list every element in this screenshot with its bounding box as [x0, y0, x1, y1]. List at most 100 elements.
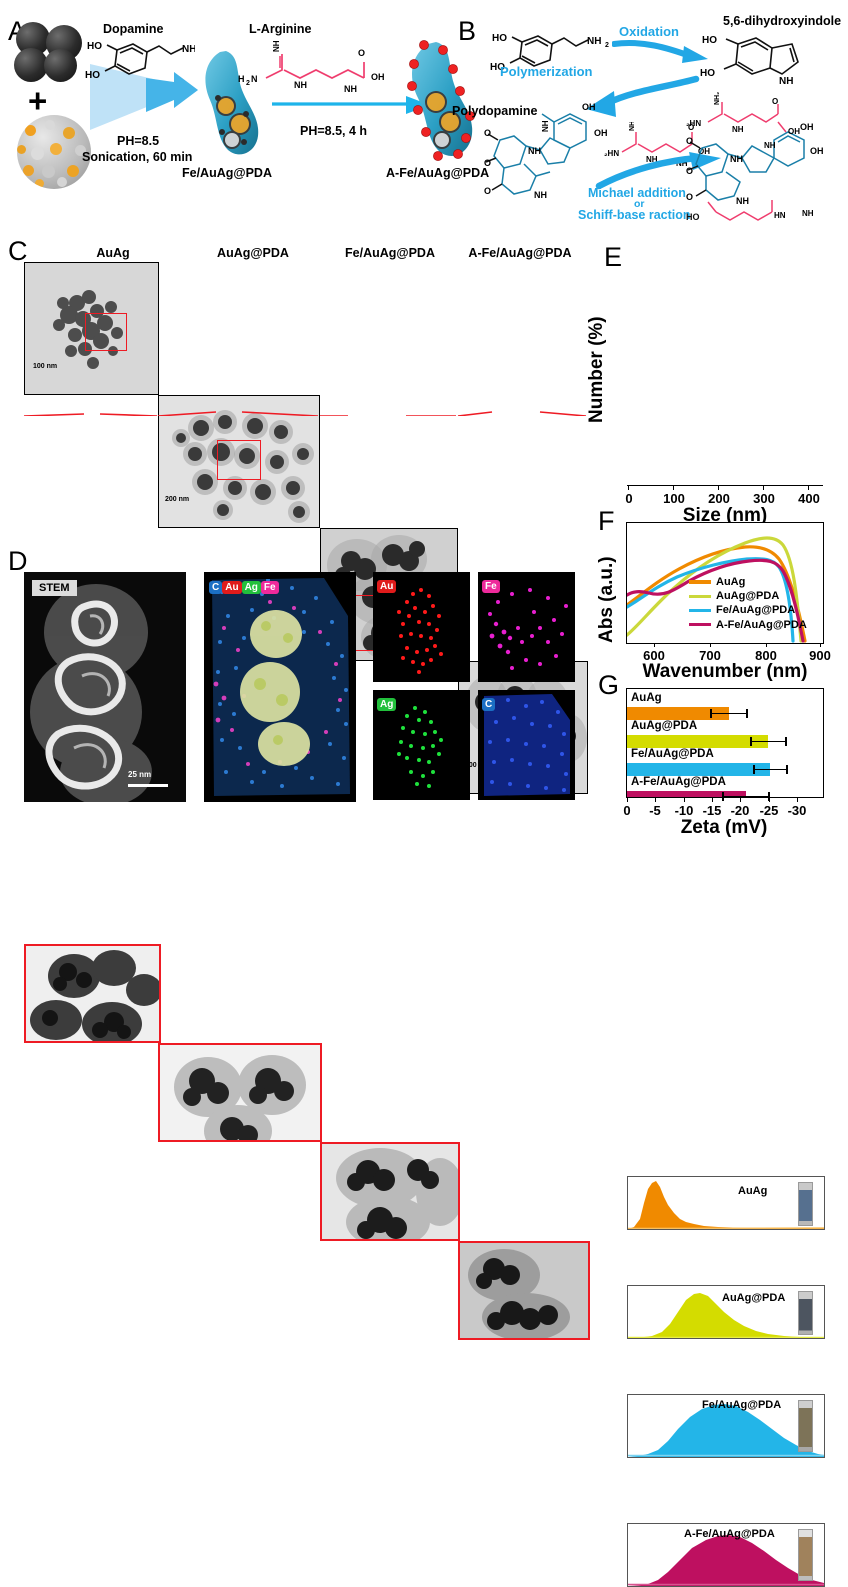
panel-g-xtick-0: 0 — [623, 803, 631, 818]
svg-text:NH: NH — [802, 209, 814, 218]
svg-text:H: H — [238, 74, 245, 84]
svg-text:OH: OH — [371, 72, 385, 82]
svg-text:NH: NH — [182, 44, 195, 55]
panel-d-map-tag-ag: Ag — [377, 694, 397, 712]
svg-text:HO: HO — [686, 212, 700, 222]
panel-c-zoom-2[interactable] — [320, 1142, 460, 1241]
svg-text:O: O — [484, 186, 491, 196]
panel-d-stem-image[interactable]: STEM 25 nm — [24, 572, 186, 802]
panel-g-category-1: AuAg@PDA — [631, 720, 698, 732]
panel-e-caption-3: A-Fe/AuAg@PDA — [684, 1528, 775, 1540]
panel-g-xlabel: Zeta (mV) — [680, 817, 768, 838]
panel-e-chart-1[interactable]: AuAg@PDA — [627, 1285, 825, 1339]
panel-c-title-3: A-Fe/AuAg@PDA — [468, 246, 572, 260]
svg-text:O: O — [772, 97, 778, 106]
panel-d-letter: D — [8, 546, 28, 576]
svg-text:NH: NH — [294, 80, 307, 90]
svg-text:HO: HO — [85, 70, 100, 81]
panel-e-cuvette-2 — [798, 1400, 813, 1452]
svg-text:OH: OH — [788, 127, 800, 136]
panel-f-ylabel: Abs (a.u.) — [596, 556, 617, 644]
panel-g-category-2: Fe/AuAg@PDA — [631, 748, 714, 760]
panel-a-product-1-label: Fe/AuAg@PDA — [182, 166, 272, 180]
panel-d-element-map-c[interactable]: C — [478, 690, 575, 800]
panel-b-oxidation-label: Oxidation — [619, 24, 679, 39]
panel-c-tem-0[interactable]: 100 nm — [24, 262, 159, 395]
panel-g-xtick-2: -10 — [674, 803, 694, 818]
panel-g-error-2 — [753, 768, 787, 771]
panel-c-zoom-1[interactable] — [158, 1043, 322, 1142]
panel-b-arginine-small-structure: ₂HN NH₂ NH O OH NH — [604, 122, 710, 168]
panel-a-arginine-label: L-Arginine — [249, 22, 312, 36]
panel-d-eds-overlay-map[interactable]: C Au Ag Fe — [204, 572, 356, 802]
panel-e-caption-0: AuAg — [738, 1185, 768, 1197]
svg-text:O: O — [686, 166, 693, 176]
panel-a-dark-cluster — [14, 22, 86, 82]
svg-text:₂HN: ₂HN — [686, 119, 701, 128]
panel-e-caption-2: Fe/AuAg@PDA — [702, 1399, 782, 1411]
panel-d-map-tag-au: Au — [377, 576, 397, 594]
panel-g-xtick-3: -15 — [702, 803, 722, 818]
panel-f-xlabel: Wavenumber (nm) — [642, 661, 808, 682]
panel-e-letter: E — [604, 242, 623, 272]
svg-text:O: O — [484, 158, 491, 168]
panel-g-bar-2 — [627, 763, 770, 776]
panel-e-xtick-2: 200 — [708, 491, 730, 506]
svg-text:NH: NH — [779, 76, 793, 87]
panel-b-michael-line2: or — [634, 198, 645, 210]
panel-e-cuvette-0 — [798, 1182, 813, 1226]
svg-text:O: O — [686, 192, 693, 202]
panel-e-cuvette-1 — [798, 1291, 813, 1335]
panel-f-chart[interactable]: AuAg AuAg@PDA Fe/AuAg@PDA A-Fe/AuAg@PDA — [626, 522, 824, 644]
panel-d-scalebar — [128, 784, 168, 787]
eds-tag-c: C — [209, 581, 223, 594]
svg-text:O: O — [358, 48, 365, 58]
svg-text:HN: HN — [774, 211, 786, 220]
panel-e-chart-2[interactable]: Fe/AuAg@PDA — [627, 1394, 825, 1458]
panel-b-polymerization-label: Polymerization — [500, 64, 593, 79]
panel-a-condition-1-line1: PH=8.5 — [117, 134, 160, 148]
panel-b-polydopamine-label: Polydopamine — [452, 104, 538, 118]
panel-f-legend: AuAg AuAg@PDA Fe/AuAg@PDA A-Fe/AuAg@PDA — [689, 575, 807, 632]
panel-d-element-map-au[interactable]: Au — [373, 572, 470, 682]
svg-text:NH: NH — [730, 154, 743, 164]
panel-a-arginine-structure: H 2 N NH NH O OH NH — [238, 40, 385, 94]
panel-g-bar-1 — [627, 735, 768, 748]
svg-text:N: N — [251, 74, 258, 84]
panel-g-bar-3 — [627, 791, 746, 797]
panel-a-condition-2: PH=8.5, 4 h — [300, 124, 368, 138]
panel-b-indole-structure: HO HO NH — [700, 35, 799, 87]
svg-text:₂HN: ₂HN — [604, 149, 619, 158]
panel-e-chart-0[interactable]: AuAg — [627, 1176, 825, 1230]
svg-text:NH₂: NH₂ — [714, 92, 721, 105]
panel-c-zoom-0[interactable] — [24, 944, 161, 1043]
svg-text:O: O — [686, 136, 693, 146]
panel-d-element-map-ag[interactable]: Ag — [373, 690, 470, 800]
panel-e-xlabel: Size (nm) — [682, 505, 768, 526]
panel-b-product-structure: OH OH NH NH O O O NH HO HN NH NH₂ ₂HN NH… — [686, 92, 824, 222]
svg-text:NH: NH — [732, 125, 744, 134]
svg-text:OH: OH — [582, 102, 596, 112]
panel-g-error-0 — [710, 712, 747, 715]
panel-f-xtick-3: 900 — [809, 648, 831, 663]
panel-c-zoom-3[interactable] — [458, 1241, 590, 1340]
panel-f-legend-item-1: AuAg@PDA — [689, 589, 807, 603]
panel-g-chart[interactable]: AuAg AuAg@PDA Fe/AuAg@PDA A-Fe/AuAg@PDA — [626, 688, 824, 798]
panel-d-element-map-fe[interactable]: Fe — [478, 572, 575, 682]
panel-e-chart-3[interactable]: A-Fe/AuAg@PDA — [627, 1523, 825, 1587]
svg-text:NH: NH — [676, 159, 688, 168]
panel-f-xtick-2: 800 — [755, 648, 777, 663]
eds-tag-ag: Ag — [241, 581, 261, 594]
panel-c-scalebar-text-0: 100 nm — [33, 363, 58, 370]
svg-text:HO: HO — [702, 35, 717, 46]
panel-f-legend-item-3: A-Fe/AuAg@PDA — [689, 618, 807, 632]
panel-e-cuvette-3 — [798, 1529, 813, 1581]
panel-f-legend-item-0: AuAg — [689, 575, 807, 589]
panel-c-tem-1[interactable]: 200 nm — [158, 395, 320, 528]
svg-text:NH: NH — [646, 155, 658, 164]
panel-d-map-tag-c: C — [482, 694, 496, 712]
panel-a-dopamine-label: Dopamine — [103, 22, 164, 36]
panel-a-auag-nanoparticle — [17, 115, 91, 189]
panel-f-letter: F — [598, 506, 615, 536]
panel-c-title-2: Fe/AuAg@PDA — [345, 246, 435, 260]
